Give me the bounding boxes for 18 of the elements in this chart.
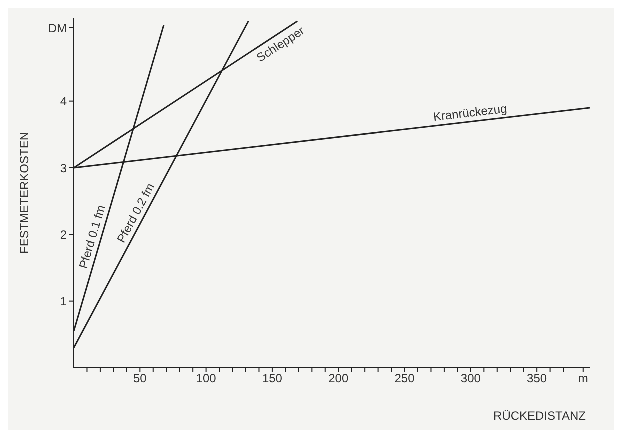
x-tick-label: 100 [196, 372, 217, 386]
x-tick-label: 150 [262, 372, 283, 386]
x-tick-label: 350 [527, 372, 548, 386]
y-tick-label: 3 [60, 161, 68, 176]
text: Pferd 0.2 fm [114, 180, 158, 246]
y-tick-label: DM [48, 21, 67, 36]
y-tick-label: 2 [60, 228, 68, 242]
text: Pferd 0.1 fm [76, 204, 108, 270]
x-axis-title: RÜCKEDISTANZ [494, 409, 586, 423]
text: Kranrückezug [432, 102, 508, 124]
y-tick-label: 1 [60, 294, 68, 309]
x-tick-label: m [578, 372, 588, 386]
x-tick-label: 250 [394, 372, 416, 386]
x-tick-label: 50 [133, 372, 148, 386]
y-axis-title: FESTMETERKOSTEN [17, 132, 32, 254]
x-tick-label: 200 [328, 372, 349, 386]
x-tick-label: 300 [460, 372, 482, 386]
y-tick-label: 4 [60, 94, 68, 109]
